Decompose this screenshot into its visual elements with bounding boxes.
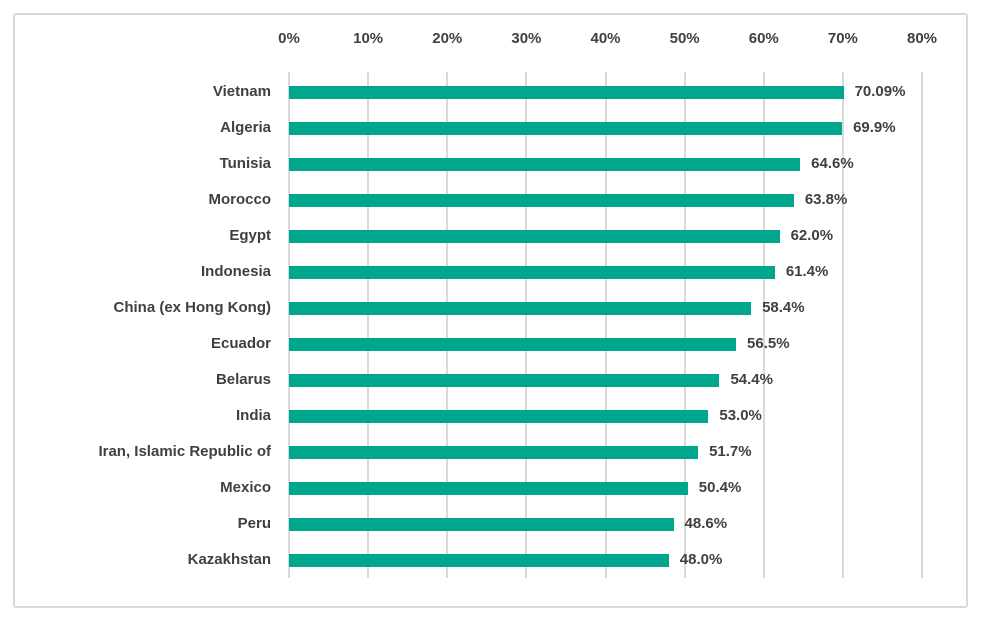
x-tick-label: 0% [278,30,300,47]
bar-row: Mexico 50.4% [0,470,986,506]
bar [289,157,801,171]
category-label: China (ex Hong Kong) [113,299,272,316]
category-label: Indonesia [200,263,271,280]
value-label: 61.4% [785,263,829,280]
bar-row: China (ex Hong Kong) 58.4% [0,290,986,326]
x-tick-label: 10% [353,30,384,47]
value-label: 53.0% [719,407,762,424]
gridline [762,72,765,578]
gridline [604,72,607,578]
gridline [288,72,290,578]
gridline [921,72,923,578]
value-label: 64.6% [811,155,854,172]
x-tick-label: 40% [590,30,621,47]
bar [289,373,720,387]
bar [289,121,843,135]
bar-row: Kazakhstan 48.0% [0,542,986,578]
bar [289,337,737,351]
bar [289,229,780,243]
bar [289,265,775,279]
bar-row: India 53.0% [0,398,986,434]
value-label: 48.0% [679,551,723,568]
x-tick-label: 60% [748,30,779,47]
value-label: 50.4% [698,479,742,496]
category-label: Algeria [220,119,271,136]
bar-row: Iran, Islamic Republic of 51.7% [0,434,986,470]
bar-row: Ecuador 56.5% [0,326,986,362]
value-label: 58.4% [762,299,805,316]
category-label: Kazakhstan [187,551,271,568]
x-tick-label: 70% [827,30,858,47]
gridline [446,72,449,578]
bar-row: Algeria 69.9% [0,110,986,146]
bar-row: Morocco 63.8% [0,182,986,218]
gridline [525,72,528,578]
x-tick-label: 50% [669,30,700,47]
gridline [841,72,844,578]
gridline [367,72,370,578]
bar [289,481,688,495]
value-label: 69.9% [853,119,896,136]
category-label: Ecuador [210,335,271,352]
x-tick-label: 30% [511,30,542,47]
bar-row: Indonesia 61.4% [0,254,986,290]
bar-row: Peru 48.6% [0,506,986,542]
bar-row: Belarus 54.4% [0,362,986,398]
value-label: 54.4% [730,371,773,388]
bar-row: Vietnam 70.09% [0,74,986,110]
bar [289,553,669,567]
bar [289,301,752,315]
value-label: 70.09% [854,83,906,100]
x-tick-label: 80% [906,30,938,47]
category-label: Egypt [229,227,271,244]
bar [289,193,794,207]
category-label: Peru [237,515,271,532]
category-label: Mexico [220,479,271,496]
bar [289,517,674,531]
gridline [683,72,686,578]
category-label: Iran, Islamic Republic of [98,443,271,460]
bar [289,445,699,459]
bar-row: Egypt 62.0% [0,218,986,254]
value-label: 56.5% [747,335,790,352]
category-label: Vietnam [212,83,271,100]
bar [289,85,844,99]
x-tick-label: 20% [432,30,463,47]
category-label: Morocco [208,191,271,208]
value-label: 51.7% [709,443,752,460]
value-label: 48.6% [684,515,728,532]
value-label: 62.0% [790,227,834,244]
bar-row: Tunisia 64.6% [0,146,986,182]
category-label: Belarus [215,371,271,388]
category-label: Tunisia [219,155,271,172]
category-label: India [235,407,271,424]
value-label: 63.8% [804,191,848,208]
bar [289,409,709,423]
